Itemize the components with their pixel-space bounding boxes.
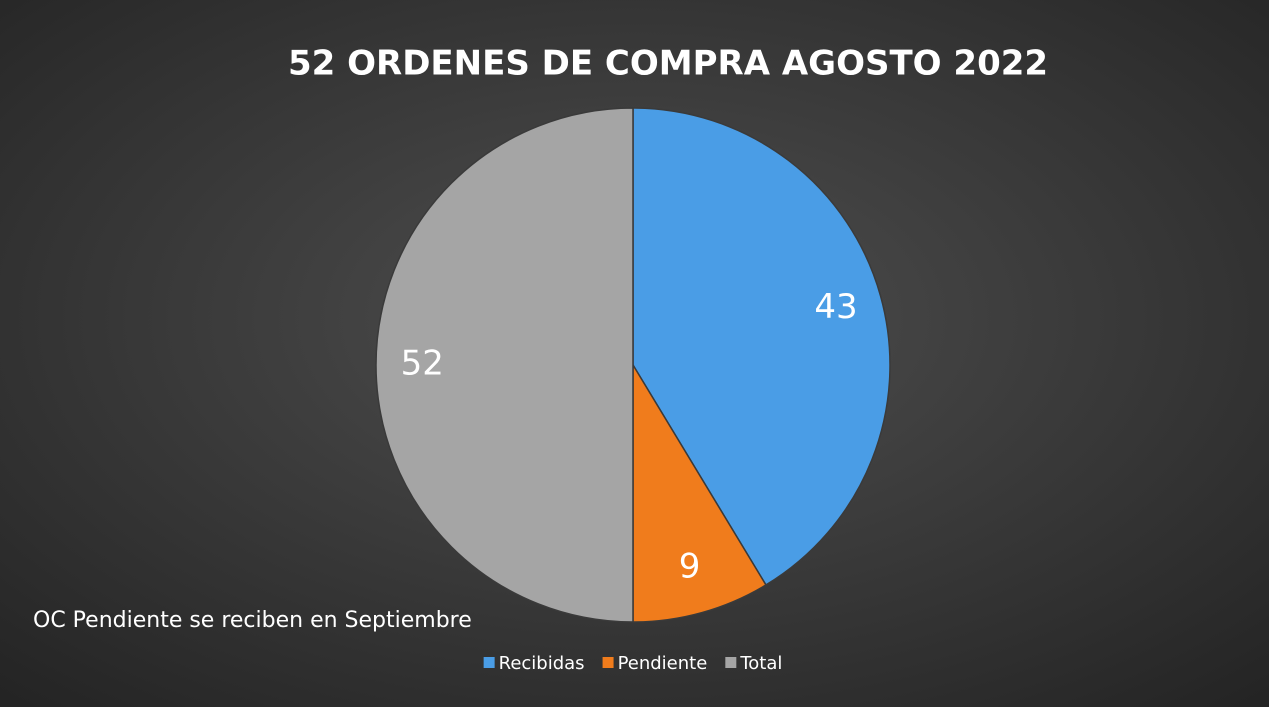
legend-swatch	[483, 657, 495, 668]
data-label: 9	[679, 546, 701, 586]
legend-swatch	[602, 657, 614, 668]
legend-label: Pendiente	[618, 653, 708, 674]
pie-slice	[375, 107, 634, 623]
annotation: OC Pendiente se reciben en Septiembre	[33, 608, 472, 633]
pie-slice	[632, 362, 767, 623]
data-label: 52	[401, 344, 444, 384]
legend-label: Total	[739, 653, 782, 674]
legend-swatch	[725, 657, 737, 668]
pie-slice	[632, 107, 891, 586]
data-label: 43	[814, 287, 857, 327]
legend-label: Recibidas	[499, 653, 585, 674]
chart-title: 52 ORDENES DE COMPRA AGOSTO 2022	[288, 44, 1048, 84]
